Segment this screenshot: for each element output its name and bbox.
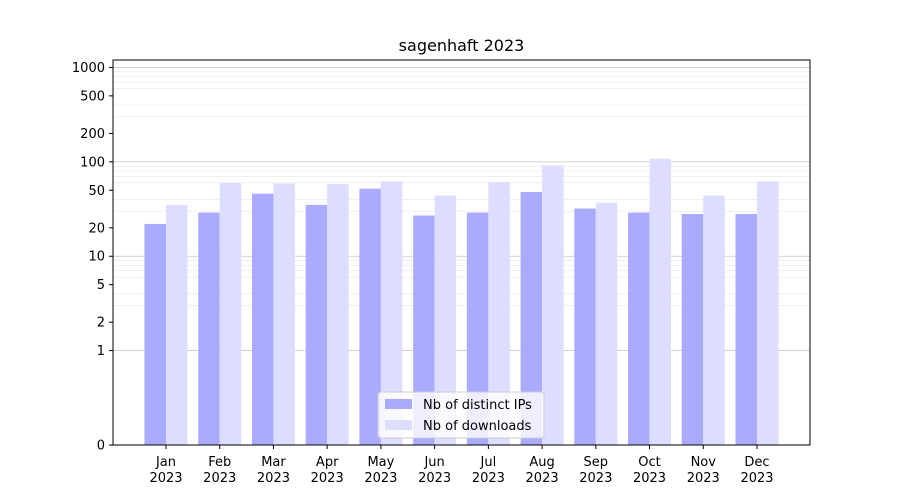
x-tick-label-month: Oct bbox=[638, 455, 660, 470]
bar bbox=[380, 181, 403, 445]
chart-title: sagenhaft 2023 bbox=[399, 36, 525, 55]
bar bbox=[649, 158, 672, 445]
x-tick-label-month: Jun bbox=[423, 455, 444, 470]
y-tick-label: 50 bbox=[88, 184, 105, 199]
bar bbox=[251, 193, 274, 445]
y-axis: 0 1 2 5 10 20 50 100 200 500 1000 bbox=[72, 61, 113, 454]
bar bbox=[595, 202, 618, 445]
x-tick-label-month: Sep bbox=[584, 455, 609, 470]
x-tick-label-year: 2023 bbox=[740, 471, 773, 486]
x-tick-label-month: Feb bbox=[208, 455, 231, 470]
bar bbox=[327, 184, 349, 445]
legend-label: Nb of distinct IPs bbox=[423, 398, 532, 413]
x-tick-label-year: 2023 bbox=[633, 471, 666, 486]
legend-swatch bbox=[385, 420, 412, 430]
bar bbox=[434, 195, 457, 445]
bars bbox=[144, 158, 779, 446]
bar bbox=[628, 212, 650, 445]
x-axis: Jan2023Feb2023Mar2023Apr2023May2023Jun20… bbox=[149, 445, 774, 486]
bar bbox=[520, 191, 543, 445]
y-tick-label: 1 bbox=[97, 344, 105, 359]
y-tick-label: 100 bbox=[80, 155, 105, 170]
y-tick-label: 2 bbox=[97, 316, 105, 331]
x-tick-label-year: 2023 bbox=[418, 471, 451, 486]
bar bbox=[542, 165, 564, 445]
x-tick-label-month: Jan bbox=[155, 455, 176, 470]
bar bbox=[488, 182, 510, 445]
bar bbox=[466, 212, 489, 445]
bar bbox=[273, 183, 295, 446]
bar bbox=[144, 223, 166, 445]
y-tick-label: 500 bbox=[80, 89, 105, 104]
x-tick-label-month: Nov bbox=[691, 455, 717, 470]
x-tick-label-year: 2023 bbox=[311, 471, 344, 486]
y-tick-label: 1000 bbox=[72, 61, 105, 76]
x-tick-label-month: Mar bbox=[261, 455, 286, 470]
x-tick-label-month: Dec bbox=[744, 455, 769, 470]
bar bbox=[681, 214, 704, 445]
x-tick-label-year: 2023 bbox=[687, 471, 720, 486]
bar bbox=[757, 181, 779, 445]
x-tick-label-year: 2023 bbox=[364, 471, 397, 486]
bar bbox=[735, 214, 757, 445]
y-tick-label: 200 bbox=[80, 127, 105, 142]
bar bbox=[359, 188, 381, 445]
y-tick-label: 0 bbox=[97, 439, 105, 454]
legend: Nb of distinct IPs Nb of downloads bbox=[377, 391, 545, 439]
bar bbox=[198, 212, 220, 445]
y-tick-label: 10 bbox=[88, 250, 105, 265]
x-tick-label-year: 2023 bbox=[526, 471, 559, 486]
legend-swatch bbox=[385, 399, 412, 409]
x-tick-label-month: Apr bbox=[316, 455, 339, 470]
bar bbox=[703, 195, 725, 445]
bar bbox=[413, 215, 435, 445]
bar bbox=[574, 208, 596, 445]
x-tick-label-year: 2023 bbox=[203, 471, 236, 486]
x-tick-label-month: May bbox=[367, 455, 394, 470]
x-tick-label-year: 2023 bbox=[257, 471, 290, 486]
x-tick-label-month: Aug bbox=[529, 455, 554, 470]
plot-frame bbox=[112, 59, 811, 446]
bar bbox=[219, 182, 242, 445]
legend-label: Nb of downloads bbox=[423, 419, 532, 434]
bar bbox=[166, 204, 188, 445]
x-tick-label-year: 2023 bbox=[579, 471, 612, 486]
y-tick-label: 20 bbox=[88, 221, 105, 236]
x-tick-label-year: 2023 bbox=[472, 471, 505, 486]
x-tick-label-year: 2023 bbox=[149, 471, 182, 486]
x-tick-label-month: Jul bbox=[480, 455, 497, 470]
bar bbox=[305, 204, 328, 445]
y-tick-label: 5 bbox=[97, 278, 105, 293]
legend-box bbox=[377, 391, 545, 439]
